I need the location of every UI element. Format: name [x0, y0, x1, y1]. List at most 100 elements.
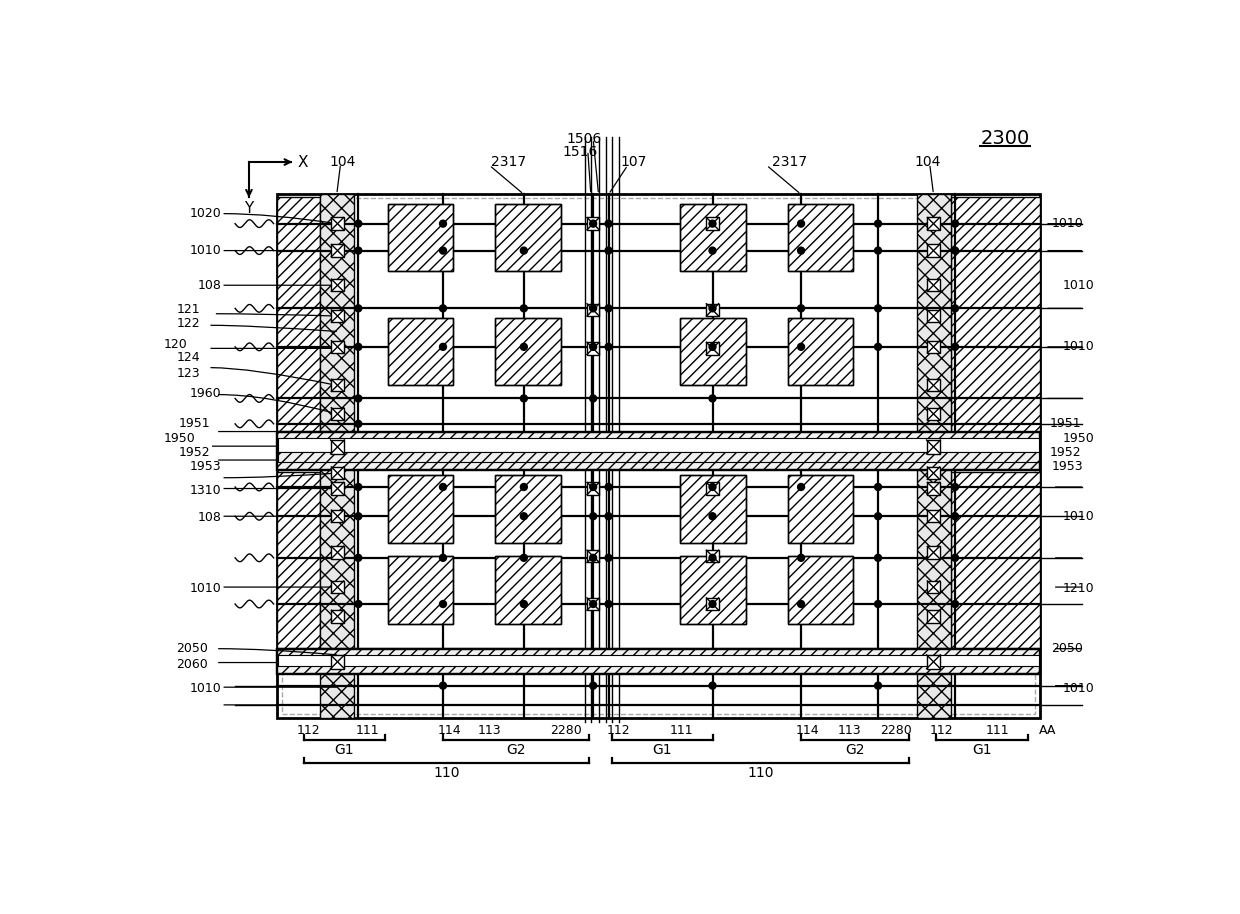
- Text: 1210: 1210: [1063, 582, 1095, 595]
- Bar: [495, 204, 560, 271]
- Circle shape: [521, 600, 527, 608]
- Bar: [681, 475, 745, 543]
- Bar: [707, 483, 719, 494]
- Bar: [928, 379, 940, 391]
- Text: 1953: 1953: [1052, 461, 1083, 473]
- Circle shape: [874, 484, 882, 491]
- Circle shape: [797, 484, 805, 491]
- Circle shape: [709, 682, 715, 689]
- Text: Y: Y: [244, 201, 254, 216]
- Bar: [928, 467, 940, 479]
- Bar: [331, 654, 345, 669]
- Bar: [331, 408, 343, 420]
- Circle shape: [951, 600, 959, 608]
- Circle shape: [874, 344, 882, 350]
- Bar: [388, 317, 453, 386]
- Text: 121: 121: [177, 303, 201, 316]
- Circle shape: [521, 344, 527, 350]
- Text: X: X: [298, 154, 308, 169]
- Bar: [707, 303, 719, 316]
- Text: 1960: 1960: [190, 387, 221, 399]
- Text: 1010: 1010: [1063, 682, 1095, 696]
- Circle shape: [605, 600, 613, 608]
- Bar: [278, 197, 320, 431]
- Bar: [331, 611, 343, 622]
- Circle shape: [590, 484, 596, 491]
- Circle shape: [874, 600, 882, 608]
- Text: 2317: 2317: [491, 155, 526, 169]
- Circle shape: [797, 344, 805, 350]
- Circle shape: [874, 247, 882, 254]
- Circle shape: [709, 305, 715, 312]
- Text: 112: 112: [296, 724, 320, 737]
- Circle shape: [709, 555, 715, 561]
- Bar: [916, 195, 951, 718]
- Text: 1506: 1506: [567, 132, 601, 146]
- Bar: [787, 204, 853, 271]
- Text: 112: 112: [930, 724, 954, 737]
- Text: G1: G1: [972, 743, 992, 758]
- Circle shape: [590, 600, 596, 608]
- Bar: [495, 204, 560, 271]
- Bar: [278, 472, 320, 649]
- Bar: [928, 310, 940, 323]
- Bar: [681, 317, 745, 386]
- Circle shape: [874, 220, 882, 227]
- Bar: [495, 317, 560, 386]
- Text: 1952: 1952: [179, 446, 211, 459]
- Circle shape: [951, 513, 959, 520]
- Bar: [278, 649, 1040, 675]
- Circle shape: [874, 513, 882, 520]
- Bar: [587, 218, 599, 229]
- Text: 2280: 2280: [551, 724, 582, 737]
- Bar: [681, 204, 745, 271]
- Text: 111: 111: [356, 724, 379, 737]
- Bar: [951, 197, 1040, 431]
- Circle shape: [521, 395, 527, 402]
- Text: 1010: 1010: [190, 582, 221, 595]
- Circle shape: [521, 555, 527, 561]
- Bar: [587, 598, 599, 611]
- Bar: [928, 510, 940, 523]
- Circle shape: [355, 395, 362, 402]
- Text: 1516: 1516: [563, 145, 598, 159]
- Bar: [681, 475, 745, 543]
- Text: 122: 122: [177, 317, 201, 330]
- Text: G2: G2: [846, 743, 864, 758]
- Bar: [928, 547, 940, 558]
- Text: 2280: 2280: [880, 724, 911, 737]
- Circle shape: [605, 344, 613, 350]
- Bar: [787, 475, 853, 543]
- Bar: [281, 198, 1035, 714]
- Circle shape: [439, 682, 446, 689]
- Text: 1310: 1310: [190, 484, 221, 497]
- Text: 113: 113: [838, 724, 862, 737]
- Text: 110: 110: [434, 767, 460, 781]
- Bar: [278, 452, 1039, 462]
- Bar: [331, 279, 343, 292]
- Bar: [278, 654, 1039, 665]
- Circle shape: [797, 600, 805, 608]
- Text: 113: 113: [477, 724, 501, 737]
- Text: 2060: 2060: [176, 657, 208, 671]
- Circle shape: [709, 395, 715, 402]
- Circle shape: [355, 484, 362, 491]
- Text: 2300: 2300: [981, 130, 1029, 148]
- Bar: [587, 483, 599, 494]
- Circle shape: [605, 484, 613, 491]
- Bar: [388, 557, 453, 624]
- Circle shape: [709, 220, 715, 227]
- Circle shape: [439, 220, 446, 227]
- Circle shape: [709, 484, 715, 491]
- Bar: [787, 557, 853, 624]
- Circle shape: [439, 344, 446, 350]
- Bar: [707, 598, 719, 611]
- Text: 123: 123: [177, 367, 201, 379]
- Circle shape: [439, 247, 446, 254]
- Text: 111: 111: [986, 724, 1009, 737]
- Circle shape: [355, 555, 362, 561]
- Bar: [331, 547, 343, 558]
- Text: 111: 111: [670, 724, 693, 737]
- Bar: [331, 440, 345, 454]
- Bar: [928, 341, 940, 353]
